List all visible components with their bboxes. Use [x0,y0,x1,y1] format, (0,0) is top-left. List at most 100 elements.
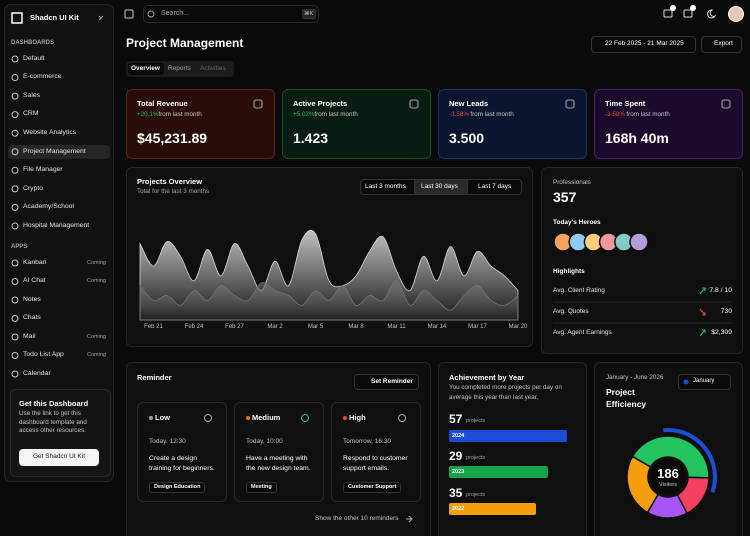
highlight-label: Avg. Client Rating [553,286,605,294]
nav-active[interactable] [8,145,110,159]
month-dropdown[interactable] [678,374,731,390]
nav-item[interactable]: Project Management [23,147,86,155]
nav-icon [11,259,19,267]
year-badge [449,430,567,442]
avatar[interactable] [728,6,744,22]
nav-icon [11,148,19,156]
x-tick-label: Feb 24 [184,324,204,330]
shortcut-label: ⌘K [304,10,314,17]
chevron [98,15,104,21]
nav-icon [11,333,19,341]
nav-item[interactable]: Academy/School [23,203,75,211]
nav-icon [11,352,19,359]
stat-change: -3.58% [449,111,469,119]
stat-note: from last month [626,111,670,119]
nav-icon [11,370,19,378]
set-reminder-button[interactable] [354,374,419,390]
trend-arrow [699,329,706,337]
tab[interactable]: Activities [200,65,226,73]
search-box[interactable] [143,5,319,23]
project-unit: projects [466,454,486,461]
range-option[interactable]: Last 30 days [421,182,458,190]
nav-item[interactable]: Chats [23,314,41,322]
stat-card [594,89,743,159]
promo-button[interactable] [19,449,99,466]
nav-item[interactable]: Mail [23,332,36,340]
nav-icon [11,129,19,137]
stat-icon [409,99,419,109]
nav-icon [11,278,19,285]
year-badge [449,466,548,478]
nav-item[interactable]: CRM [23,110,39,118]
x-tick-label: Mar 2 [267,324,283,330]
arrow-icon [406,515,413,523]
nav-icon [11,111,19,119]
nav-item[interactable]: Todo List App [23,351,64,359]
range-option[interactable]: Last 7 days [478,182,512,190]
export-label: Export [714,40,733,48]
export-button[interactable] [701,36,742,53]
tab-active[interactable] [128,63,164,75]
stat-title: Time Spent [605,99,646,109]
nav-item[interactable]: AI Chat [23,277,46,285]
stat-change: +5.02% [293,111,315,119]
overview-title: Projects Overview [137,177,203,187]
promo-button-label: Get Shadcn UI Kit [32,453,86,460]
donut-label: Visitors [659,482,677,488]
progress-arc [663,428,717,493]
reminder-footer[interactable]: Show the other 10 reminders [315,514,399,522]
priority-dot [246,416,250,420]
reminder-time: Tomorrow, 16:30 [343,437,392,445]
reminder-text: Respond to customer support emails. [343,455,408,472]
priority: Medium [252,413,281,423]
stat-change: +20.1% [137,111,159,119]
achievement-text: You completed more projects per day on a… [449,384,562,401]
stat-note: from last month [314,111,358,119]
highlights-title: Highlights [553,267,585,275]
date-range: 22 Feb 2025 - 21 Mar 2025 [605,40,684,48]
stat-icon [565,99,575,109]
overview-subtitle: Total for the last 3 months [137,188,210,196]
x-tick-label: Mar 11 [387,324,406,330]
nav-item[interactable]: Default [23,54,45,62]
nav-item[interactable]: Notes [23,295,41,303]
nav-item[interactable]: File Manager [23,166,63,174]
x-tick-label: Mar 14 [427,324,447,330]
nav-icon [11,222,19,230]
donut-value: 186 [657,466,679,481]
x-tick-label: Feb 21 [144,324,163,330]
stat-card [438,89,587,159]
stat-value: 3.500 [449,130,485,147]
shortcut [302,9,316,19]
nav-icon [11,92,19,100]
nav-item[interactable]: Website Analytics [23,128,77,136]
nav-icon [11,74,19,82]
range-option[interactable]: Last 3 months [365,182,406,190]
tab[interactable]: Overview [131,65,160,73]
nav-item[interactable]: Kanban [23,258,47,266]
efficiency-period: January - June 2026 [606,374,664,382]
range-active[interactable] [414,179,468,195]
trend-arrow [699,308,706,316]
x-tick-label: Mar 8 [348,324,364,330]
nav-item[interactable]: Calendar [23,369,51,377]
nav-item[interactable]: Sales [23,91,41,99]
nav-item[interactable]: Hospital Management [23,221,90,229]
tab[interactable]: Reports [168,65,191,73]
stat-card [282,89,431,159]
achievement-title: Achievement by Year [449,373,525,383]
nav-item[interactable]: Crypto [23,184,44,192]
stat-title: Active Projects [293,99,348,109]
date-button[interactable] [591,36,696,53]
stat-title: New Leads [449,99,489,109]
nav-badge: Coming [87,278,106,285]
team-value: 357 [553,189,577,206]
project-count: 35 [449,485,463,500]
nav-icon [11,166,19,174]
notification-dot [670,5,676,11]
reminder-tag: Design Education [149,482,206,493]
promo-title: Get this Dashboard [19,399,89,409]
nav-icon [11,315,19,322]
nav-icon [11,55,19,63]
nav-item[interactable]: E-commerce [23,73,62,81]
